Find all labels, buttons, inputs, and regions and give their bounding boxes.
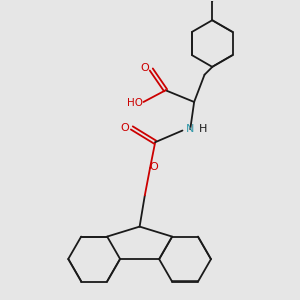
Text: O: O <box>149 162 158 172</box>
Text: O: O <box>140 63 149 73</box>
Text: H: H <box>199 124 207 134</box>
Text: O: O <box>120 123 129 133</box>
Text: HO: HO <box>127 98 143 108</box>
Text: N: N <box>185 124 194 134</box>
